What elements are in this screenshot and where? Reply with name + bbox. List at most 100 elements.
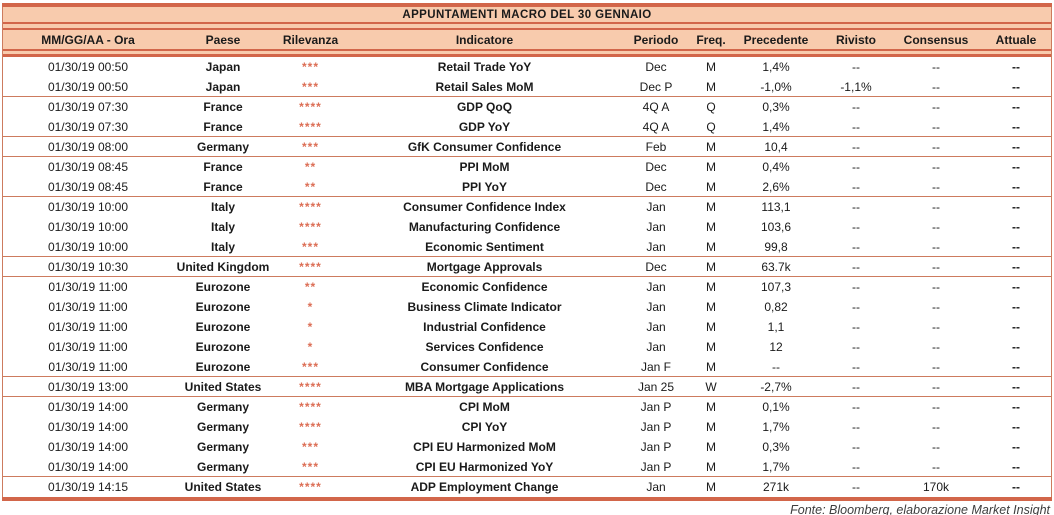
table-row: 01/30/19 11:00 Eurozone * Business Climate … — [3, 297, 1051, 317]
cell-consensus: -- — [932, 420, 940, 434]
table-body: 01/30/19 00:50 Japan *** Retail Trade YoY De… — [3, 57, 1051, 497]
cell-consensus: -- — [932, 200, 940, 214]
cell-period: Dec — [645, 259, 667, 274]
cell-freq: M — [706, 79, 716, 94]
cell-revised: -- — [852, 420, 860, 434]
cell-revised: -- — [852, 259, 860, 274]
table-row: 01/30/19 13:00 United States **** MBA Mortg… — [3, 377, 1051, 397]
cell-country: Italy — [210, 200, 235, 214]
cell-period: Jan — [646, 480, 666, 494]
table-row: 01/30/19 11:00 Eurozone * Services Confiden… — [3, 337, 1051, 357]
cell-country: Eurozone — [195, 280, 251, 294]
cell-relevance: **** — [299, 259, 322, 274]
column-header-relevance: Rilevanza — [282, 32, 339, 47]
cell-relevance: *** — [301, 239, 319, 254]
cell-indicator: Industrial Confidence — [423, 320, 546, 334]
cell-freq: Q — [706, 100, 716, 114]
cell-freq: M — [706, 139, 716, 154]
cell-period: Jan — [646, 239, 666, 254]
cell-datetime: 01/30/19 11:00 — [48, 280, 128, 294]
cell-previous: 0,4% — [762, 160, 790, 174]
cell-datetime: 01/30/19 07:30 — [47, 119, 129, 134]
cell-previous: -1,0% — [760, 79, 792, 94]
cell-country: Japan — [205, 60, 241, 74]
cell-period: Jan P — [640, 420, 672, 434]
cell-country: Germany — [196, 400, 250, 414]
cell-relevance: ** — [304, 280, 317, 294]
table-row: 01/30/19 08:45 France ** PPI YoY Dec M 2,6% -- -… — [3, 177, 1051, 197]
cell-period: Jan — [646, 340, 666, 354]
cell-consensus: -- — [932, 359, 940, 374]
cell-period: Jan — [646, 300, 666, 314]
cell-previous: 99,8 — [764, 239, 788, 254]
cell-consensus: -- — [932, 119, 940, 134]
macro-calendar-table: APPUNTAMENTI MACRO DEL 30 GENNAIO MM/GG/… — [2, 3, 1052, 501]
cell-datetime: 01/30/19 10:00 — [47, 220, 129, 234]
cell-consensus: -- — [932, 79, 940, 94]
cell-previous: 63.7k — [761, 259, 791, 274]
cell-relevance: **** — [299, 220, 322, 234]
table-row: 01/30/19 07:30 France **** GDP YoY 4Q A Q 1,4%… — [3, 117, 1051, 137]
cell-previous: -- — [772, 359, 780, 374]
cell-indicator: CPI EU Harmonized MoM — [413, 440, 556, 454]
cell-country: France — [203, 119, 243, 134]
cell-datetime: 01/30/19 11:00 — [48, 320, 128, 334]
cell-actual: -- — [1012, 100, 1020, 114]
cell-revised: -- — [852, 400, 860, 414]
cell-country: Eurozone — [195, 320, 251, 334]
cell-revised: -- — [852, 119, 860, 134]
cell-actual: -- — [1012, 359, 1020, 374]
cell-consensus: -- — [932, 300, 940, 314]
cell-country: United States — [184, 379, 262, 394]
cell-relevance: * — [307, 300, 314, 314]
cell-datetime: 01/30/19 11:00 — [48, 340, 128, 354]
cell-datetime: 01/30/19 14:00 — [47, 459, 129, 474]
table-row: 01/30/19 07:30 France **** GDP QoQ 4Q A Q 0,3%… — [3, 97, 1051, 117]
cell-relevance: * — [307, 320, 314, 334]
cell-datetime: 01/30/19 14:00 — [47, 400, 129, 414]
cell-indicator: CPI EU Harmonized YoY — [415, 459, 554, 474]
cell-previous: 2,6% — [762, 179, 790, 194]
cell-period: Jan P — [640, 400, 672, 414]
cell-actual: -- — [1012, 379, 1020, 394]
cell-relevance: ** — [304, 160, 317, 174]
cell-actual: -- — [1012, 220, 1020, 234]
cell-consensus: -- — [932, 379, 940, 394]
table-row: 01/30/19 11:00 Eurozone ** Economic Confide… — [3, 277, 1051, 297]
cell-indicator: GfK Consumer Confidence — [407, 139, 562, 154]
cell-freq: M — [706, 220, 716, 234]
cell-consensus: -- — [932, 239, 940, 254]
cell-indicator: PPI YoY — [462, 179, 507, 194]
cell-consensus: -- — [932, 340, 940, 354]
cell-previous: 107,3 — [760, 280, 792, 294]
column-header-period: Periodo — [633, 32, 679, 47]
cell-revised: -- — [852, 440, 860, 454]
cell-period: Jan 25 — [637, 379, 675, 394]
cell-period: Jan — [646, 200, 666, 214]
cell-freq: M — [706, 340, 716, 354]
table-row: 01/30/19 00:50 Japan *** Retail Sales MoM De… — [3, 77, 1051, 97]
cell-relevance: *** — [301, 359, 319, 374]
cell-country: Japan — [205, 79, 241, 94]
cell-previous: 0,82 — [764, 300, 788, 314]
cell-indicator: GDP YoY — [458, 119, 511, 134]
cell-country: France — [203, 100, 243, 114]
table-row: 01/30/19 00:50 Japan *** Retail Trade YoY De… — [3, 57, 1051, 77]
cell-indicator: Business Climate Indicator — [407, 300, 562, 314]
cell-relevance: * — [307, 340, 314, 354]
cell-consensus: -- — [932, 220, 940, 234]
cell-period: Dec — [645, 160, 667, 174]
table-row: 01/30/19 14:00 Germany **** CPI MoM Jan P M 0,… — [3, 397, 1051, 417]
cell-revised: -- — [852, 280, 860, 294]
cell-actual: -- — [1012, 200, 1020, 214]
cell-relevance: **** — [299, 400, 322, 414]
cell-previous: 0,1% — [762, 400, 790, 414]
cell-period: 4Q A — [642, 119, 670, 134]
cell-previous: 1,1 — [767, 320, 785, 334]
table-row: 01/30/19 14:00 Germany *** CPI EU Harmonize… — [3, 457, 1051, 477]
cell-country: Germany — [196, 459, 250, 474]
cell-period: Jan P — [640, 440, 672, 454]
cell-revised: -- — [852, 160, 860, 174]
cell-country: Italy — [210, 239, 235, 254]
cell-previous: 1,4% — [762, 60, 790, 74]
